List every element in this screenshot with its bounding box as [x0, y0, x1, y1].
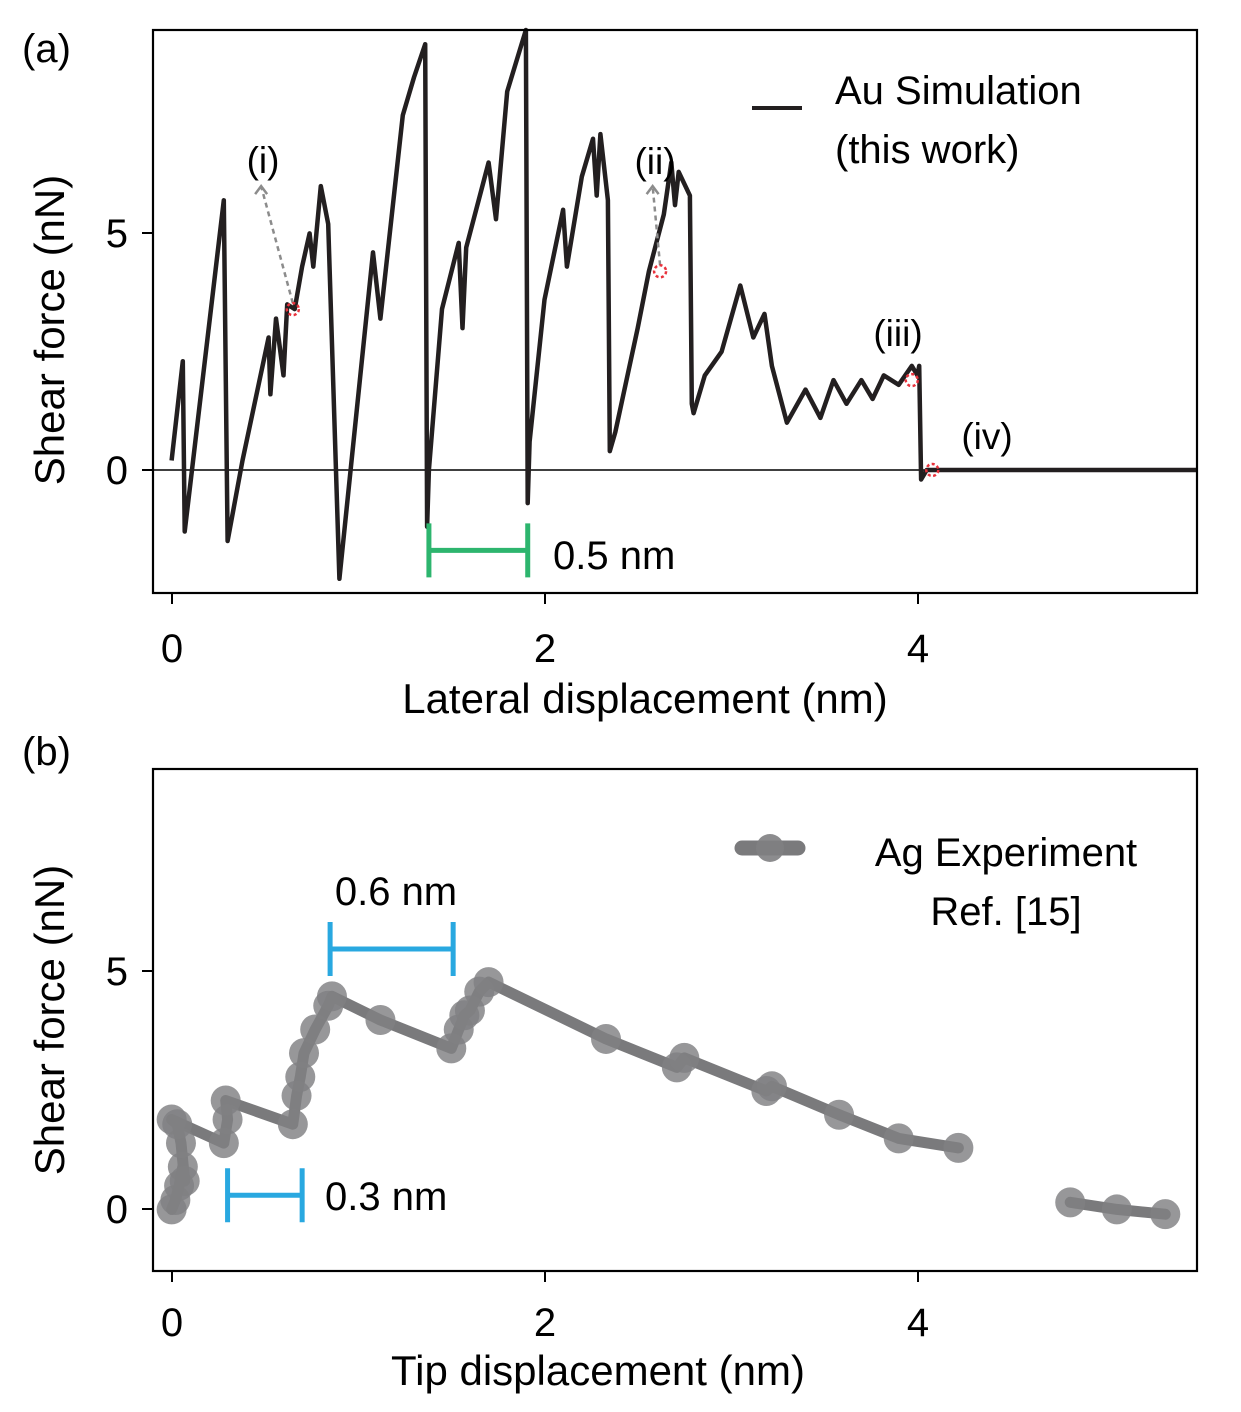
ag-data-point [365, 1005, 396, 1035]
b-xlabel: Tip displacement (nm) [391, 1347, 805, 1394]
ag-data-point [156, 1104, 187, 1135]
ag-data-point [277, 1109, 308, 1140]
panel-b: (b) 0 2 4 0 5 Tip displacement (nm) Shea… [22, 730, 1199, 1394]
state-arrow-head-0 [254, 184, 269, 195]
b-ytick-label-0: 0 [106, 1188, 128, 1232]
state-marker-2 [904, 372, 920, 388]
panel-a-plot-area [153, 27, 1197, 582]
state-arrow-0 [259, 185, 295, 304]
state-arrow-1 [651, 186, 662, 266]
a-ytick-label-5: 5 [106, 212, 128, 256]
panel-b-label: (b) [22, 730, 71, 774]
ag-data-point [824, 1099, 855, 1130]
a-ylabel: Shear force (nN) [26, 175, 73, 485]
ag-data-point [316, 981, 347, 1012]
panel-a: (a) 0 2 4 0 5 Lateral displacement (nm) … [22, 27, 1199, 722]
state-arrow-head-1 [645, 184, 660, 195]
state-marker-0 [285, 301, 301, 317]
b-xtick-label-2: 2 [534, 1301, 556, 1345]
b-ylabel: Shear force (nN) [26, 865, 73, 1175]
a-ytick-label-0: 0 [106, 449, 128, 493]
a-xtick-label-2: 2 [534, 627, 556, 671]
ag-data-point [1101, 1194, 1132, 1225]
ag-data-point [300, 1014, 331, 1045]
state-marker-3 [925, 462, 940, 478]
panel-a-label: (a) [22, 27, 71, 71]
b-scale-bar-06-label: 0.6 nm [335, 870, 457, 914]
au-simulation-line [169, 27, 1197, 582]
ag-data-point [210, 1085, 241, 1116]
annotation-iv: (iv) [961, 416, 1012, 457]
a-xlabel: Lateral displacement (nm) [402, 675, 888, 722]
state-marker-1 [652, 264, 668, 279]
a-xtick-label-4: 4 [907, 627, 929, 671]
ag-data-point [669, 1042, 700, 1073]
b-legend-marker [756, 834, 784, 862]
b-ytick-label-5: 5 [106, 950, 128, 994]
annotation-ii: (ii) [634, 141, 675, 182]
ag-data-point [285, 1061, 316, 1092]
ag-data-point [208, 1128, 239, 1159]
annotation-i: (i) [247, 140, 280, 181]
ag-data-point [169, 1166, 200, 1197]
ag-data-point [1055, 1187, 1086, 1218]
ag-data-point [883, 1123, 914, 1154]
a-legend-text-2: (this work) [835, 128, 1019, 172]
a-xtick-label-0: 0 [161, 627, 183, 671]
b-xtick-label-4: 4 [907, 1301, 929, 1345]
panel-b-plot-area [156, 921, 1181, 1230]
ag-data-point [756, 1071, 787, 1102]
panel-b-frame [151, 767, 1199, 1273]
b-legend-text-2: Ref. [15] [930, 890, 1081, 934]
b-xtick-label-0: 0 [161, 1301, 183, 1345]
panel-a-frame [151, 28, 1199, 595]
a-legend-text-1: Au Simulation [835, 69, 1082, 113]
b-scale-bar-03-label: 0.3 nm [325, 1175, 447, 1219]
ag-data-point [943, 1132, 974, 1163]
ag-data-point [289, 1038, 320, 1069]
annotation-iii: (iii) [873, 313, 922, 354]
ag-data-point [591, 1023, 622, 1054]
a-scale-bar-label: 0.5 nm [553, 534, 675, 578]
b-legend-text-1: Ag Experiment [875, 831, 1137, 875]
ag-data-point [1150, 1199, 1181, 1230]
ag-data-point [473, 967, 504, 998]
